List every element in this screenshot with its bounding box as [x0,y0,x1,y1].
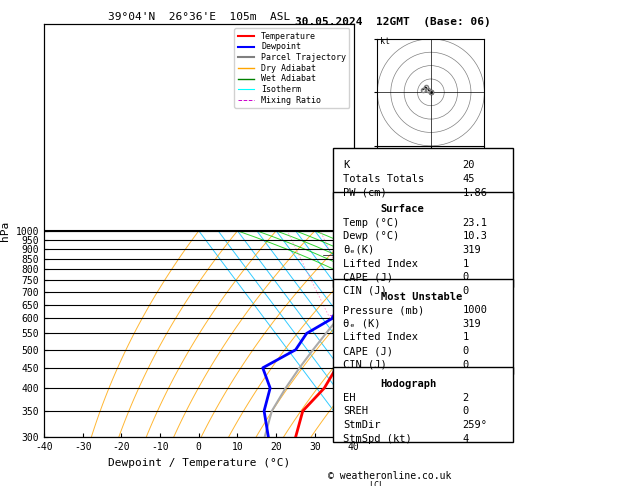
Text: StmDir: StmDir [343,420,381,430]
Text: Temp (°C): Temp (°C) [343,218,399,228]
Text: SREH: SREH [343,406,368,417]
Text: 0: 0 [462,272,469,282]
Text: 319: 319 [462,319,481,329]
Text: 1.86: 1.86 [462,188,487,198]
Text: 10.3: 10.3 [462,231,487,242]
Text: CAPE (J): CAPE (J) [343,272,392,282]
X-axis label: Dewpoint / Temperature (°C): Dewpoint / Temperature (°C) [108,458,290,468]
Legend: Temperature, Dewpoint, Parcel Trajectory, Dry Adiabat, Wet Adiabat, Isotherm, Mi: Temperature, Dewpoint, Parcel Trajectory… [235,29,349,108]
Text: Surface: Surface [381,204,425,214]
Text: Pressure (mb): Pressure (mb) [343,305,424,315]
Text: 4: 4 [462,434,469,444]
Text: 30.05.2024  12GMT  (Base: 06): 30.05.2024 12GMT (Base: 06) [295,17,491,27]
Text: PW (cm): PW (cm) [343,188,387,198]
Text: 0: 0 [462,406,469,417]
Y-axis label: km
ASL: km ASL [370,222,391,240]
Text: 0: 0 [462,360,469,370]
Text: Dewp (°C): Dewp (°C) [343,231,399,242]
Y-axis label: hPa: hPa [0,221,10,241]
Text: Hodograph: Hodograph [381,379,437,389]
Text: CAPE (J): CAPE (J) [343,346,392,356]
Text: EH: EH [343,393,355,403]
Text: CIN (J): CIN (J) [343,286,387,296]
Text: StmSpd (kt): StmSpd (kt) [343,434,411,444]
Text: 1: 1 [328,315,332,321]
Text: Most Unstable: Most Unstable [381,292,462,302]
Text: Lifted Index: Lifted Index [343,332,418,343]
Text: Totals Totals: Totals Totals [343,174,424,184]
Text: θₑ (K): θₑ (K) [343,319,381,329]
Text: 0: 0 [462,286,469,296]
Title: 39°04'N  26°36'E  105m  ASL: 39°04'N 26°36'E 105m ASL [108,12,290,22]
Text: 2: 2 [462,393,469,403]
Text: kt: kt [380,37,390,46]
Text: 1: 1 [462,259,469,269]
Text: 259°: 259° [462,420,487,430]
Text: CIN (J): CIN (J) [343,360,387,370]
Text: 1: 1 [462,332,469,343]
Text: LCL: LCL [369,481,384,486]
Text: θₑ(K): θₑ(K) [343,245,374,255]
Text: 0: 0 [462,346,469,356]
Text: 45: 45 [462,174,475,184]
Text: 1000: 1000 [462,305,487,315]
Text: © weatheronline.co.uk: © weatheronline.co.uk [328,471,452,481]
Text: Lifted Index: Lifted Index [343,259,418,269]
Text: K: K [343,160,349,171]
Text: 23.1: 23.1 [462,218,487,228]
Text: 319: 319 [462,245,481,255]
Text: 20: 20 [462,160,475,171]
